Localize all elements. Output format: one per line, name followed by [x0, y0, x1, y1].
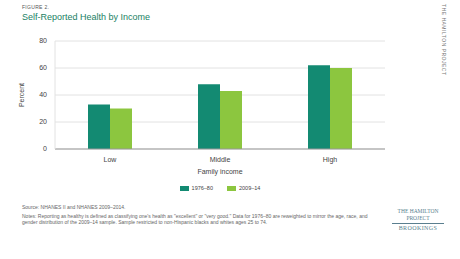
svg-text:20: 20: [39, 118, 47, 125]
html-text:1976–80: 1976–80: [191, 185, 213, 191]
svg-text:60: 60: [39, 64, 47, 71]
html-text:THE HAMILTON PROJECT: THE HAMILTON PROJECT: [441, 4, 447, 76]
html-text:Self-Reported Health by Income: Self-Reported Health by Income: [22, 12, 151, 22]
svg-text:Family income: Family income: [197, 168, 242, 176]
html-text:Source: NHANES II and NHANES 2: Source: NHANES II and NHANES 2009–2014.: [22, 204, 126, 210]
svg-text:Percent: Percent: [18, 83, 25, 107]
svg-text:High: High: [323, 156, 338, 164]
html-text:2009–14: 2009–14: [239, 185, 261, 191]
svg-text:80: 80: [39, 37, 47, 44]
svg-text:0: 0: [43, 145, 47, 152]
html-text:FIGURE 2.: FIGURE 2.: [22, 4, 50, 10]
html-text:THE HAMILTON PROJECT: THE HAMILTON PROJECT: [397, 208, 439, 221]
html-text:BROOKINGS: BROOKINGS: [398, 225, 438, 231]
svg-text:Middle: Middle: [210, 156, 231, 163]
svg-text:40: 40: [39, 91, 47, 98]
svg-text:Low: Low: [104, 156, 118, 163]
html-text:Notes: Reporting as healthy is: Notes: Reporting as healthy is defined a…: [22, 212, 368, 225]
